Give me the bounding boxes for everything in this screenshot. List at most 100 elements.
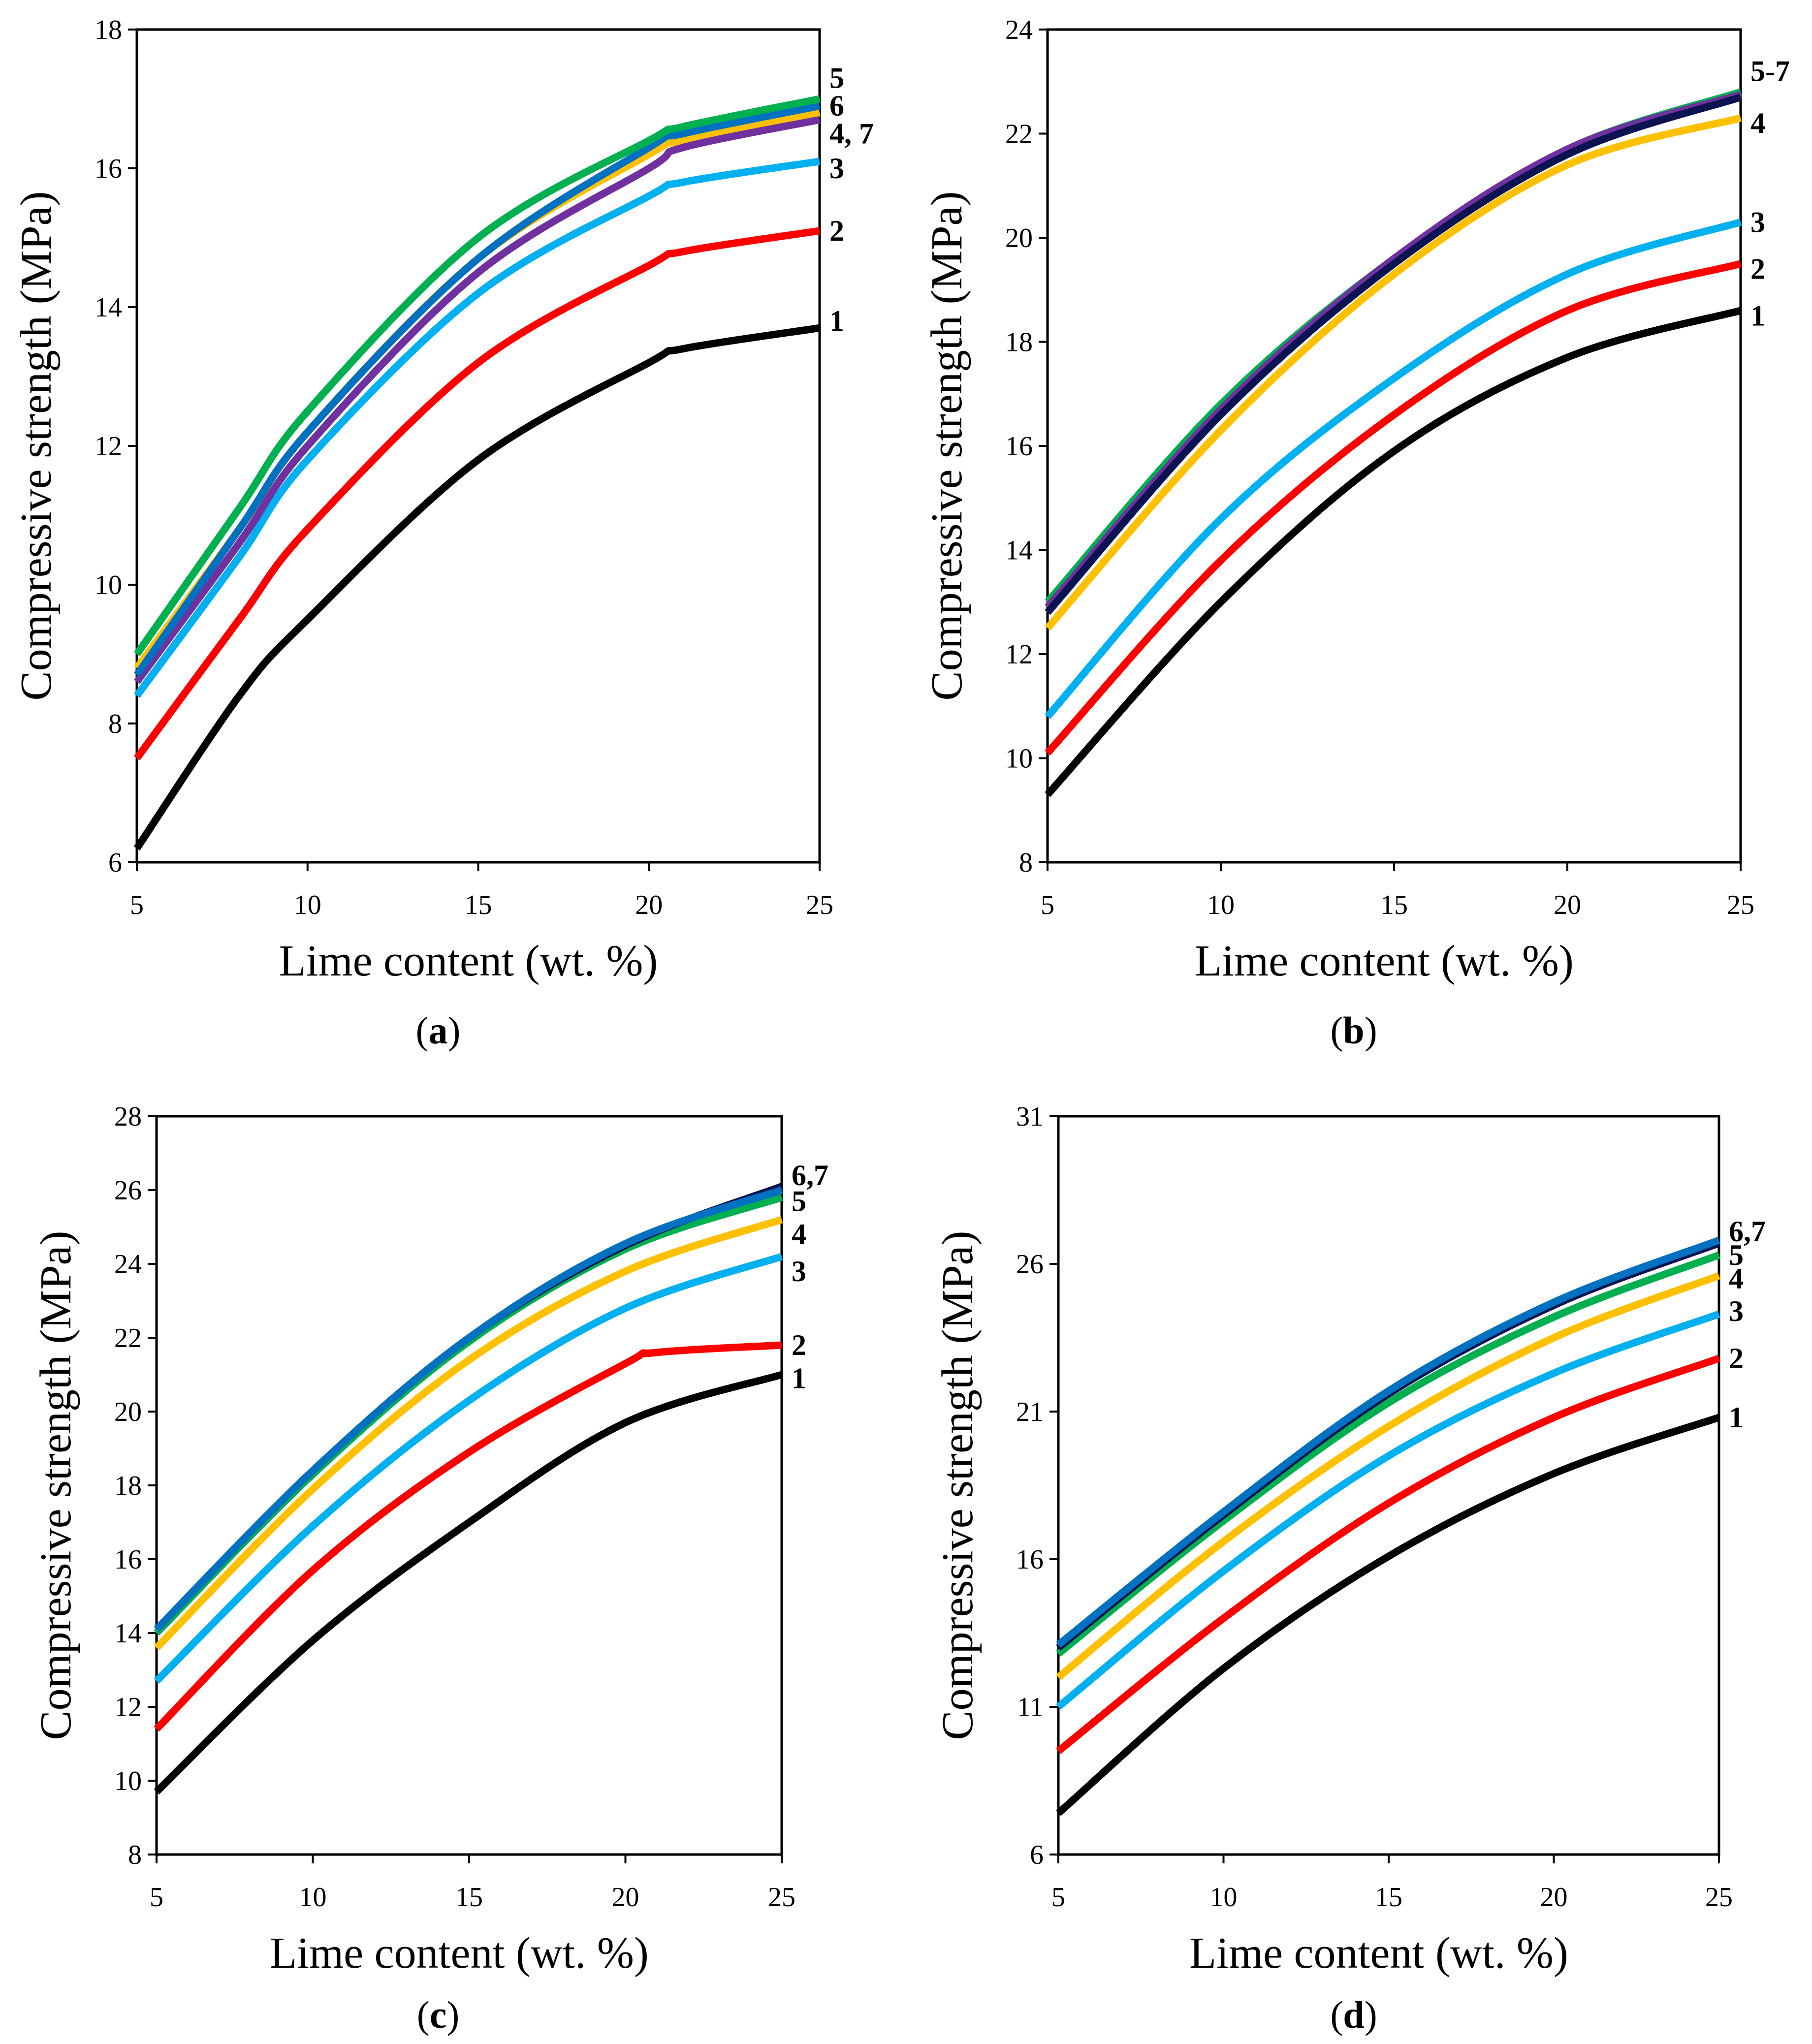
series-end-label: 5 bbox=[1729, 1239, 1744, 1271]
series-line-5 bbox=[154, 1194, 783, 1636]
series-end-label: 1 bbox=[792, 1362, 806, 1395]
panel-caption-c: (c) bbox=[417, 1993, 460, 2036]
y-tick-label: 12 bbox=[114, 1692, 142, 1723]
y-tick-label: 18 bbox=[114, 1471, 142, 1501]
y-tick-label: 8 bbox=[1019, 848, 1033, 878]
series-end-label: 4 bbox=[792, 1218, 806, 1251]
series-line-3 bbox=[133, 157, 821, 698]
y-tick-label: 18 bbox=[95, 15, 122, 45]
series-line-7 bbox=[154, 1186, 783, 1632]
series-end-label: 3 bbox=[1729, 1295, 1744, 1327]
series-end-label: 2 bbox=[792, 1329, 806, 1361]
x-tick-label: 15 bbox=[1375, 1882, 1402, 1913]
y-tick-label: 20 bbox=[114, 1397, 142, 1427]
x-tick-label: 10 bbox=[1207, 890, 1235, 920]
y-tick-label: 22 bbox=[1005, 119, 1033, 150]
x-axis-label: Lime content (wt. %) bbox=[270, 1929, 649, 1978]
series-line-1 bbox=[154, 1371, 783, 1794]
caption-open-paren: ( bbox=[416, 1009, 429, 1052]
y-tick-label: 14 bbox=[114, 1618, 142, 1649]
y-tick-label: 21 bbox=[1016, 1397, 1044, 1427]
series-end-label: 3 bbox=[829, 152, 844, 185]
series-end-label: 6,7 bbox=[792, 1159, 828, 1192]
y-tick-label: 12 bbox=[1005, 639, 1033, 670]
series-line-7 bbox=[133, 116, 821, 684]
panel-caption-d: (d) bbox=[1330, 1993, 1377, 2036]
series-line-2 bbox=[133, 227, 821, 760]
series-end-label: 6,7 bbox=[1729, 1215, 1766, 1248]
series-line-3 bbox=[1045, 219, 1742, 719]
caption-open-paren: ( bbox=[417, 1993, 430, 2036]
series-line-3 bbox=[154, 1253, 783, 1684]
plot-frame-b bbox=[1046, 28, 1742, 864]
series-end-label: 1 bbox=[1750, 300, 1765, 332]
series-line-4 bbox=[133, 109, 821, 670]
x-tick-label: 20 bbox=[612, 1882, 639, 1913]
x-axis-label: Lime content (wt. %) bbox=[1189, 1929, 1568, 1978]
plot-frame-d bbox=[1057, 1115, 1720, 1856]
series-line-7 bbox=[1056, 1236, 1720, 1648]
panel-caption-b: (b) bbox=[1330, 1009, 1377, 1052]
y-tick-label: 22 bbox=[114, 1323, 142, 1353]
y-tick-label: 28 bbox=[114, 1101, 142, 1132]
caption-letter: b bbox=[1343, 1009, 1364, 1052]
series-end-label: 3 bbox=[792, 1255, 806, 1288]
y-tick-label: 12 bbox=[95, 431, 122, 462]
series-line-6 bbox=[133, 102, 821, 677]
x-tick-label: 25 bbox=[806, 890, 833, 920]
x-tick-label: 5 bbox=[1051, 1882, 1065, 1913]
x-axis-label: Lime content (wt. %) bbox=[1195, 937, 1574, 985]
series-line-4 bbox=[1045, 114, 1742, 631]
y-axis-label: Compressive strength (MPa) bbox=[922, 191, 971, 701]
x-tick-label: 25 bbox=[1727, 890, 1754, 920]
series-end-label: 4 bbox=[1750, 107, 1765, 139]
y-tick-label: 11 bbox=[1017, 1692, 1044, 1723]
x-tick-label: 20 bbox=[635, 890, 663, 920]
x-tick-label: 15 bbox=[465, 890, 492, 920]
y-tick-label: 8 bbox=[108, 709, 122, 739]
series-line-2 bbox=[1045, 260, 1742, 755]
series-end-label: 5 bbox=[829, 62, 844, 94]
panel-caption-a: (a) bbox=[416, 1009, 461, 1052]
series-line-6 bbox=[154, 1183, 783, 1632]
series-end-label: 2 bbox=[829, 215, 844, 247]
x-axis-label: Lime content (wt. %) bbox=[279, 937, 658, 985]
y-tick-label: 8 bbox=[128, 1840, 142, 1870]
series-end-label: 4 bbox=[1729, 1262, 1744, 1295]
y-axis-label: Compressive strength (MPa) bbox=[933, 1231, 982, 1740]
series-line-5 bbox=[1045, 88, 1742, 605]
y-tick-label: 24 bbox=[114, 1249, 142, 1280]
x-tick-label: 15 bbox=[455, 1882, 483, 1913]
x-tick-label: 20 bbox=[1540, 1882, 1568, 1913]
caption-close-paren: ) bbox=[1365, 1009, 1377, 1052]
x-tick-label: 10 bbox=[294, 890, 321, 920]
y-tick-label: 10 bbox=[114, 1766, 142, 1796]
y-tick-label: 16 bbox=[1005, 431, 1033, 462]
y-tick-label: 31 bbox=[1016, 1101, 1044, 1132]
caption-close-paren: ) bbox=[448, 1009, 461, 1052]
y-tick-label: 16 bbox=[114, 1544, 142, 1575]
y-tick-label: 16 bbox=[95, 154, 122, 184]
x-tick-label: 5 bbox=[1041, 890, 1054, 920]
x-tick-label: 10 bbox=[1210, 1882, 1238, 1913]
series-end-label: 6 bbox=[829, 90, 844, 122]
series-end-label: 3 bbox=[1750, 206, 1765, 238]
series-end-label: 1 bbox=[829, 305, 844, 337]
series-end-label: 4, 7 bbox=[829, 118, 874, 150]
series-line-1 bbox=[1056, 1414, 1720, 1816]
y-tick-label: 26 bbox=[114, 1175, 142, 1206]
y-tick-label: 24 bbox=[1005, 15, 1033, 45]
plot-frame-a bbox=[135, 28, 821, 864]
series-line-3 bbox=[1056, 1310, 1720, 1710]
y-tick-label: 16 bbox=[1016, 1544, 1044, 1575]
y-tick-label: 26 bbox=[1016, 1249, 1044, 1280]
y-tick-label: 20 bbox=[1005, 223, 1033, 253]
series-line-7 bbox=[1045, 94, 1742, 615]
series-line-5 bbox=[133, 95, 821, 657]
y-tick-label: 10 bbox=[95, 570, 122, 600]
